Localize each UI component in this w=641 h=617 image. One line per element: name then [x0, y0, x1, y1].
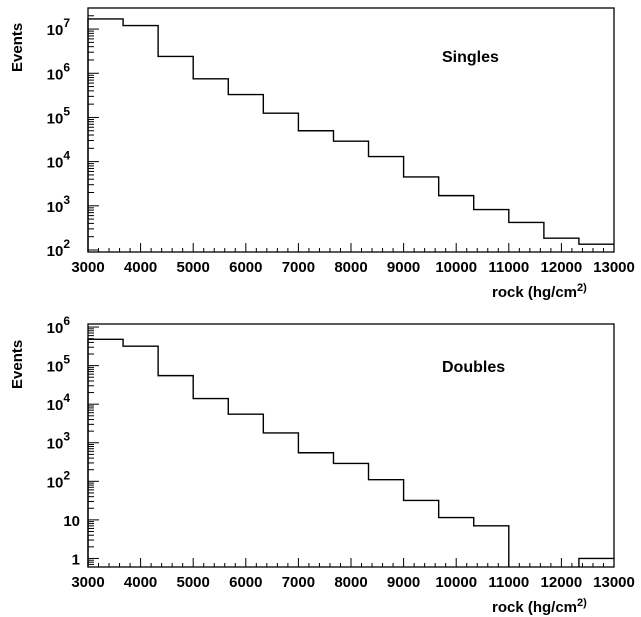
singles-y-tick-label: 103 — [47, 193, 71, 216]
chart-marks: 3000 4000 5000 6000 7000 8000 9000 10000 11000 12… — [47, 7, 635, 591]
doubles-y-tick-label: 104 — [47, 391, 71, 414]
singles-x-tick-label: 7000 — [282, 259, 315, 276]
singles-histogram-line — [87, 18, 614, 252]
singles-x-tick-label: 13000 — [593, 259, 635, 276]
singles-x-tick-label: 3000 — [71, 259, 104, 276]
doubles-x-tick-label: 12000 — [541, 574, 583, 591]
doubles-plot: 3000 4000 5000 6000 7000 8000 9000 10000 11000 12… — [47, 314, 635, 591]
doubles-x-tick-label: 9000 — [387, 574, 420, 591]
singles-y-tick-label: 102 — [47, 237, 71, 260]
doubles-x-tick-label: 13000 — [593, 574, 635, 591]
doubles-y-axis-title: Events — [9, 340, 26, 389]
doubles-annotation: Doubles — [442, 359, 505, 376]
doubles-x-tick-label: 10000 — [435, 574, 477, 591]
singles-panel: Singles Events rock (hg/cm2) — [9, 23, 587, 301]
singles-x-tick-label: 10000 — [435, 259, 477, 276]
singles-y-tick-label: 106 — [47, 60, 71, 83]
doubles-frame — [87, 323, 615, 568]
singles-x-tick-label: 12000 — [541, 259, 583, 276]
doubles-x-axis-title: rock (hg/cm2) — [492, 597, 587, 616]
doubles-x-tick-label: 5000 — [177, 574, 210, 591]
doubles-x-tick-label: 3000 — [71, 574, 104, 591]
singles-plot: 3000 4000 5000 6000 7000 8000 9000 10000 11000 12… — [47, 7, 635, 276]
singles-y-tick-label: 107 — [47, 16, 71, 39]
singles-y-tick-label: 104 — [47, 149, 71, 172]
doubles-y-tick-label: 10 — [63, 513, 80, 530]
doubles-panel: Doubles Events rock (hg/cm2) — [9, 340, 587, 616]
doubles-x-axis-title-main: rock (hg/cm — [492, 599, 577, 616]
doubles-y-tick-label: 103 — [47, 430, 71, 453]
singles-x-tick-label: 4000 — [124, 259, 157, 276]
doubles-x-tick-label: 11000 — [488, 574, 529, 591]
singles-x-axis-title: rock (hg/cm2) — [492, 282, 587, 301]
singles-y-axis-title: Events — [9, 23, 26, 72]
doubles-x-tick-label: 6000 — [229, 574, 262, 591]
doubles-x-axis-title-sup: 2) — [577, 597, 587, 609]
singles-y-tick-label: 105 — [47, 104, 71, 127]
singles-frame — [87, 7, 615, 253]
doubles-x-tick-label: 4000 — [124, 574, 157, 591]
doubles-x-tick-label: 7000 — [282, 574, 315, 591]
singles-x-tick-label: 8000 — [334, 259, 367, 276]
singles-x-tick-label: 6000 — [229, 259, 262, 276]
doubles-y-tick-label: 1 — [72, 551, 80, 568]
singles-x-tick-label: 11000 — [488, 259, 529, 276]
doubles-x-tick-label: 8000 — [334, 574, 367, 591]
singles-x-tick-label: 5000 — [177, 259, 210, 276]
doubles-y-tick-label: 102 — [47, 468, 71, 491]
singles-annotation: Singles — [442, 49, 499, 66]
doubles-y-tick-label: 106 — [47, 314, 71, 337]
doubles-histogram-line — [87, 338, 614, 567]
singles-x-tick-label: 9000 — [387, 259, 420, 276]
singles-x-axis-title-sup: 2) — [577, 282, 587, 294]
doubles-y-tick-label: 105 — [47, 353, 71, 376]
singles-x-axis-title-main: rock (hg/cm — [492, 284, 577, 301]
